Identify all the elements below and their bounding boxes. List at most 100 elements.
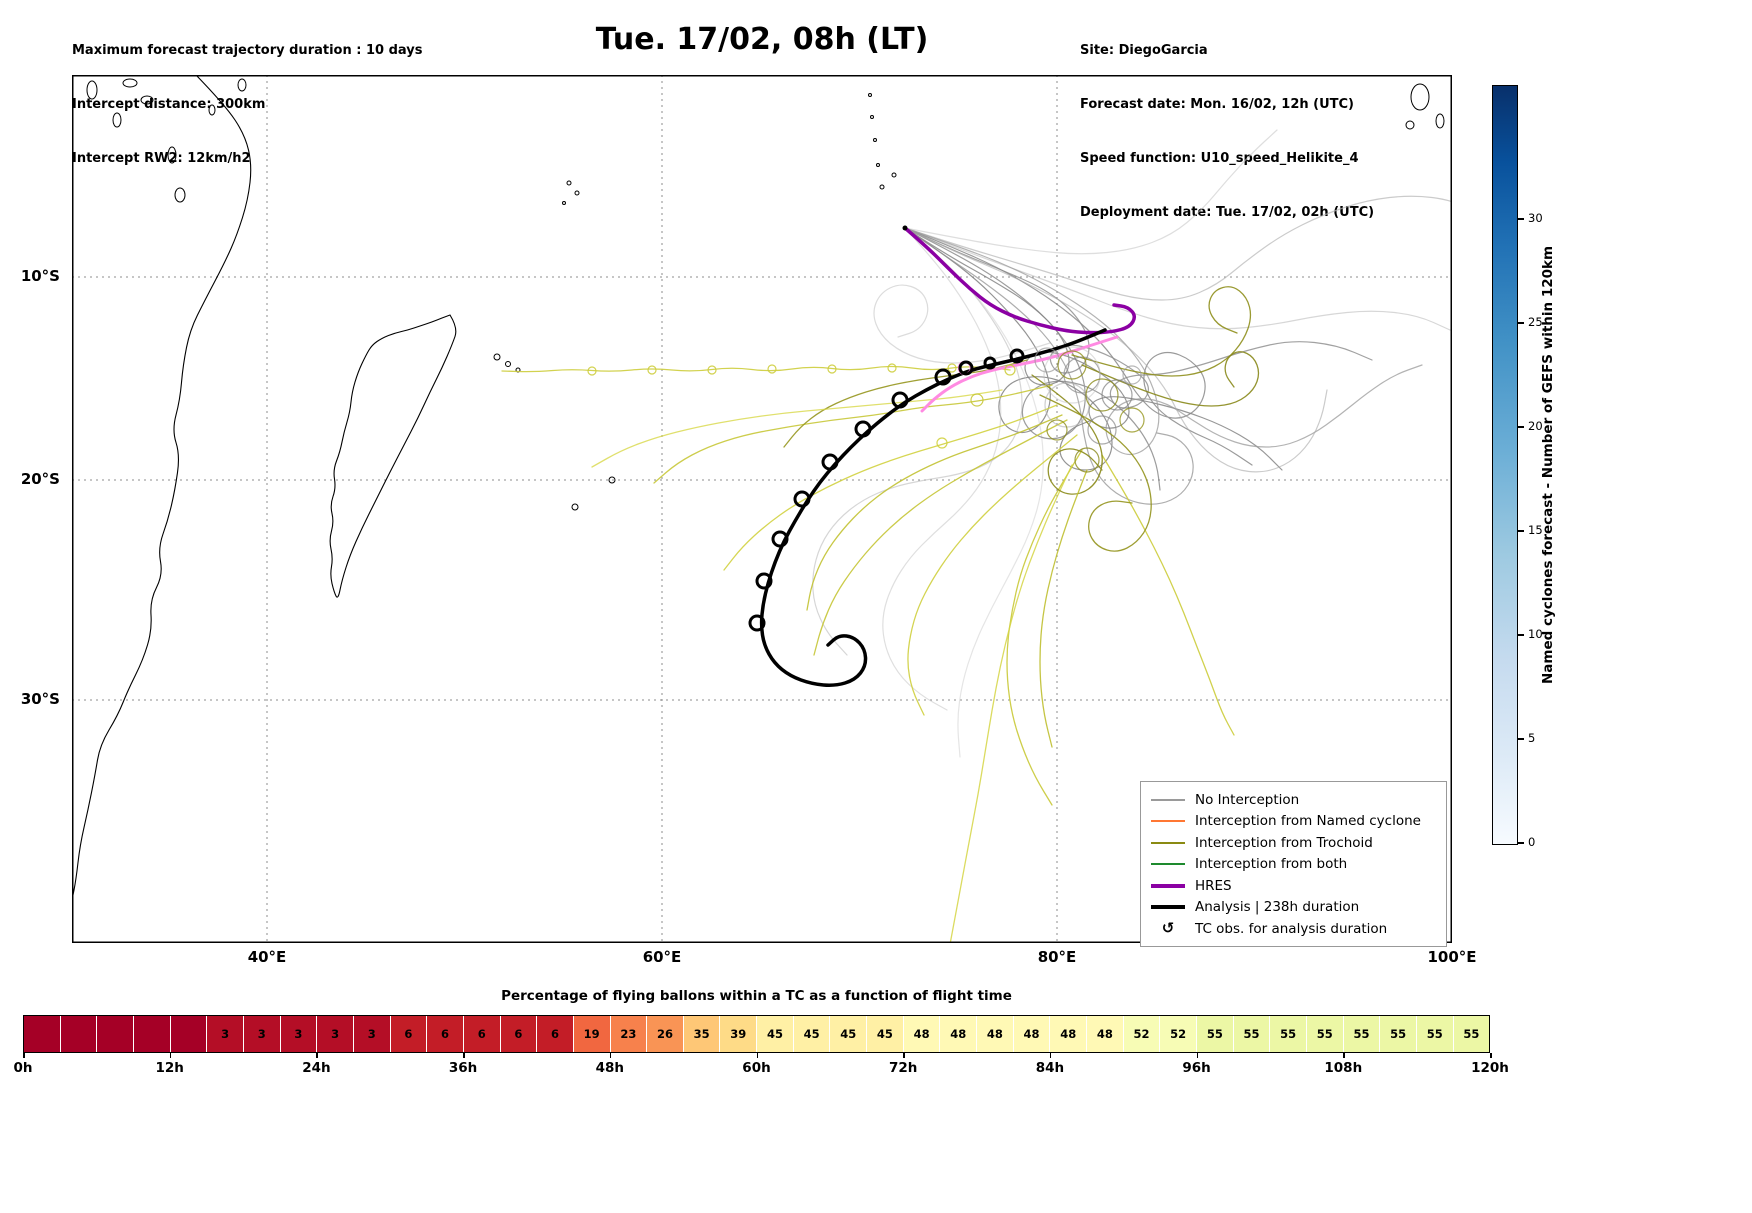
heatmap-cell: 45 (793, 1016, 831, 1052)
heatmap-cell: 55 (1270, 1016, 1307, 1052)
heatmap-tick-label: 120h (1471, 1060, 1509, 1076)
colorbar-tick-label: 15 (1528, 523, 1543, 537)
legend: No Interception Interception from Named … (1140, 781, 1447, 947)
heatmap-cell: 52 (1160, 1016, 1197, 1052)
lon-tick-label: 40°E (247, 948, 287, 966)
trajectory-loop (958, 360, 974, 376)
heatmap-cell (170, 1016, 208, 1052)
heatmap-tickmark (316, 1053, 318, 1058)
trajectory-loop (1009, 348, 1025, 364)
trajectory (501, 365, 1011, 373)
island (608, 476, 616, 484)
legend-line-orange (1151, 820, 1185, 823)
heatmap-tick-label: 108h (1324, 1060, 1363, 1076)
top-left-annotations: Maximum forecast trajectory duration : 1… (72, 6, 423, 204)
legend-item-hres: HRES (1151, 875, 1436, 897)
island (879, 184, 885, 190)
heatmap-cell: 3 (280, 1016, 318, 1052)
colorbar-tick-label: 10 (1528, 627, 1543, 641)
heatmap-cell: 48 (903, 1016, 941, 1052)
island (1405, 120, 1415, 130)
trajectory-loop (821, 453, 839, 471)
colorbar-tickmark (1518, 426, 1524, 428)
heatmap-cell: 6 (427, 1016, 464, 1052)
heatmap-tickmark (1343, 1053, 1345, 1058)
heatmap-tick-label: 60h (742, 1060, 771, 1076)
island (574, 190, 580, 196)
heatmap-cell: 48 (1050, 1016, 1088, 1052)
colorbar-tickmark (1518, 842, 1524, 844)
island (876, 163, 880, 167)
colorbar-tick-label: 25 (1528, 315, 1543, 329)
heatmap-tickmark (463, 1053, 465, 1058)
legend-label: Interception from Named cyclone (1195, 813, 1421, 830)
legend-item-analysis: Analysis | 238h duration (1151, 897, 1436, 919)
colorbar-tick-label: 20 (1528, 419, 1543, 433)
heatmap-tickmark (609, 1053, 612, 1058)
heatmap-cell: 3 (317, 1016, 354, 1052)
legend-line-purple (1151, 883, 1185, 888)
trajectory-loop (755, 572, 773, 590)
island (112, 112, 122, 128)
heatmap-tick-label: 72h (888, 1060, 918, 1076)
trajectory-loop (827, 364, 837, 374)
heatmap-cell: 45 (830, 1016, 868, 1052)
heatmap-tickmark (23, 1053, 25, 1058)
island (868, 93, 872, 97)
heatmap-tick-label: 84h (1035, 1060, 1065, 1076)
trajectory-loop (707, 365, 717, 375)
colorbar-tickmark (1518, 530, 1524, 532)
colorbar-tick-label: 30 (1528, 211, 1543, 225)
heatmap-tickmark (169, 1053, 172, 1058)
legend-item-named-cyclone: Interception from Named cyclone (1151, 811, 1436, 833)
legend-item-tc-obs: ↺ TC obs. for analysis duration (1151, 918, 1436, 940)
legend-line-olive (1151, 841, 1185, 844)
island (86, 80, 98, 100)
trajectory-loop (887, 363, 897, 373)
trajectory-loop (767, 364, 777, 374)
legend-label: Interception from both (1195, 856, 1348, 873)
annotation-line: Intercept RW2: 12km/h2 (72, 151, 251, 166)
annotation-line: Site: DiegoGarcia (1080, 43, 1208, 58)
legend-label: No Interception (1195, 791, 1300, 808)
trajectory (904, 227, 1194, 505)
trajectory (873, 284, 1051, 364)
island (891, 172, 897, 178)
trajectory (806, 414, 1063, 611)
trajectory (904, 227, 1423, 456)
heatmap-cell: 55 (1380, 1016, 1417, 1052)
heatmap-cell: 23 (610, 1016, 648, 1052)
colorbar-tickmark (1518, 738, 1524, 740)
lon-tick-label: 60°E (642, 948, 682, 966)
figure-title: Tue. 17/02, 08h (LT) (595, 22, 929, 57)
heatmap-tickmark (1196, 1053, 1199, 1058)
heatmap-cell: 55 (1306, 1016, 1344, 1052)
heatmap-tickmark (756, 1053, 758, 1058)
heatmap-tick-label: 48h (595, 1060, 624, 1076)
trajectory-loop (983, 356, 997, 370)
trajectory-loop (587, 366, 597, 376)
map-svg (72, 75, 1452, 943)
trajectory-loop (947, 363, 957, 373)
legend-item-trochoid: Interception from Trochoid (1151, 832, 1436, 854)
heatmap-cell: 6 (463, 1016, 501, 1052)
tc-obs-icon: ↺ (1161, 919, 1175, 938)
annotation-line: Forecast date: Mon. 16/02, 12h (UTC) (1080, 97, 1355, 112)
map-area (72, 75, 1452, 943)
legend-line-green (1151, 863, 1185, 866)
lat-tick-label: 10°S (20, 267, 60, 285)
map-frame (72, 75, 1452, 943)
colorbar-tick-label: 0 (1528, 835, 1536, 849)
trajectory (723, 404, 1058, 571)
trajectory-loop (748, 614, 766, 632)
legend-line-gray (1151, 798, 1185, 801)
lat-tick-label: 20°S (20, 470, 60, 488)
trajectory (653, 384, 1053, 484)
heatmap-cell (133, 1016, 171, 1052)
top-right-annotations: Site: DiegoGarcia Forecast date: Mon. 16… (1080, 6, 1374, 258)
island (870, 115, 874, 119)
island (140, 95, 154, 105)
heatmap-cell: 55 (1453, 1016, 1490, 1052)
annotation-line: Intercept distance: 300km (72, 97, 266, 112)
heatmap-cell: 45 (867, 1016, 904, 1052)
